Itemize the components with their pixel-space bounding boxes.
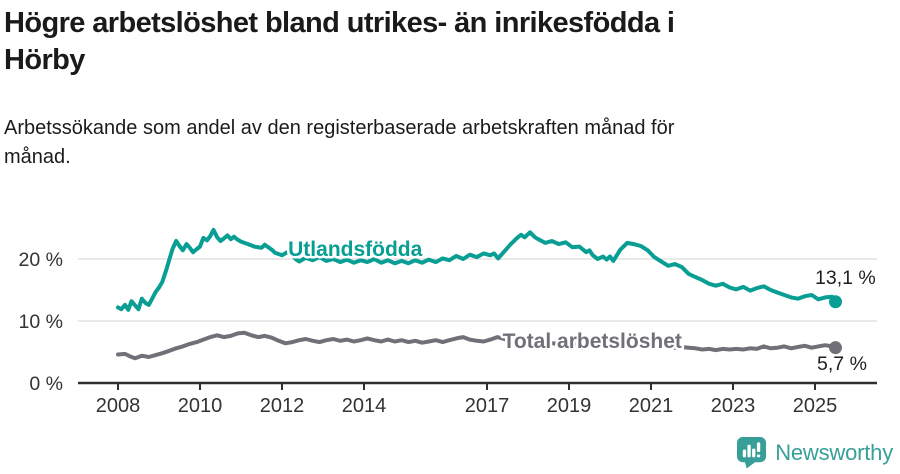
end-value-label-total-arbetsl-shet: 5,7 % [817, 353, 867, 375]
x-axis-tick-label: 2010 [178, 395, 223, 417]
x-axis-tick-label: 2014 [342, 395, 387, 417]
page-title-line-1: Högre arbetslöshet bland utrikes- än inr… [4, 7, 675, 39]
end-dot-total-arbetsl-shet [829, 341, 842, 355]
y-axis-tick-label: 20 % [19, 249, 63, 271]
logo-bubble [737, 437, 767, 463]
page-title: Högre arbetslöshet bland utrikes- än inr… [4, 5, 844, 79]
x-axis-tick-label: 2012 [260, 395, 305, 417]
end-dot-utlandsf-dda [829, 295, 842, 309]
brand-name: Newsworthy [775, 439, 893, 465]
series-line-total-arbetsl-shet [116, 330, 838, 361]
newsworthy-brand: Newsworthy [736, 436, 893, 469]
x-axis-tick-label: 2025 [793, 395, 838, 417]
logo-bubble-tail [744, 461, 757, 469]
end-value-label-utlandsf-dda: 13,1 % [815, 267, 876, 289]
x-axis-tick-label: 2021 [629, 395, 674, 417]
x-axis-tick-label: 2017 [465, 395, 510, 417]
x-axis-tick-label: 2008 [96, 395, 141, 417]
series-label-total-arbetsl-shet: Total arbetslöshet [503, 330, 682, 353]
page-subtitle-line-2: månad. [4, 146, 71, 168]
page-title-line-2: Hörby [4, 44, 85, 76]
page-subtitle: Arbetssökande som andel av den registerb… [4, 114, 784, 172]
logo-exclamation-bar [757, 442, 761, 453]
logo-bar-2 [747, 444, 751, 458]
series-line-utlandsf-dda [116, 227, 838, 312]
newsworthy-logo-icon [737, 437, 767, 469]
y-axis-tick-label: 10 % [19, 311, 63, 333]
y-axis-tick-label: 0 % [29, 373, 63, 395]
logo-bar-1 [742, 449, 747, 458]
series-label-utlandsf-dda: Utlandsfödda [288, 238, 422, 261]
x-axis-tick-label: 2019 [547, 395, 592, 417]
page-subtitle-line-1: Arbetssökande som andel av den registerb… [4, 117, 675, 139]
logo-exclamation-dot [757, 454, 761, 458]
x-axis-tick-label: 2023 [711, 395, 756, 417]
logo-bar-3 [752, 448, 756, 458]
